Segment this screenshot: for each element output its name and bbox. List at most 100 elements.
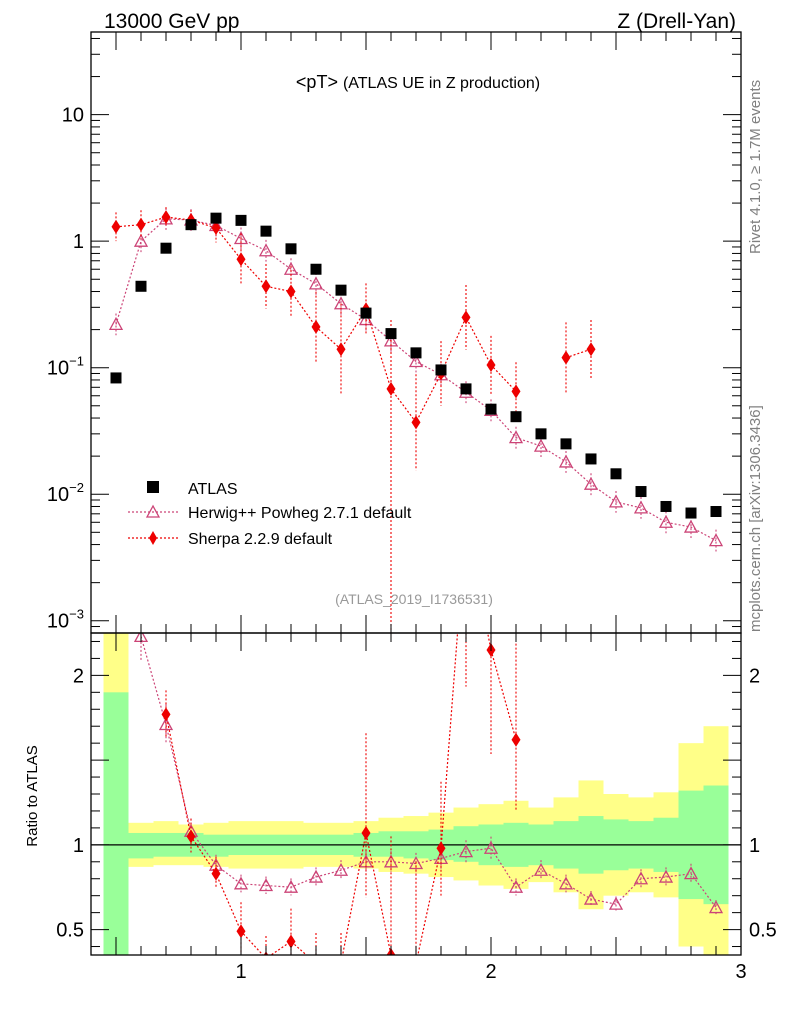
sherpa-point	[111, 219, 121, 234]
atlas-point	[510, 411, 522, 423]
ratio-herwig-line	[140, 636, 717, 908]
ratio-sherpa-point	[286, 934, 296, 949]
sherpa-point	[336, 342, 346, 357]
atlas-point	[635, 486, 647, 498]
sherpa-point	[161, 210, 171, 225]
herwig-point	[408, 354, 424, 368]
sherpa-point	[261, 279, 271, 294]
atlas-point	[135, 280, 147, 292]
ratio-panel-series	[133, 633, 724, 970]
legend-marker-sherpa	[149, 531, 157, 545]
band-stat-bin	[128, 832, 154, 859]
ratio-sherpa-point	[186, 829, 196, 844]
atlas-point	[185, 219, 197, 231]
atlas-point	[110, 372, 122, 384]
sherpa-point	[311, 319, 321, 334]
herwig-point	[508, 430, 524, 444]
ratio-sherpa-point	[361, 825, 371, 840]
ratio-herwig-point	[258, 878, 274, 892]
ratio-herwig-point	[508, 879, 524, 893]
ratio-y-tick-label-right: 2	[749, 665, 760, 687]
legend: ATLAS Herwig++ Powheg 2.7.1 default Sher…	[128, 481, 412, 548]
ratio-herwig-point	[308, 869, 324, 883]
sherpa-point	[286, 284, 296, 299]
legend-label-sherpa: Sherpa 2.2.9 default	[188, 531, 333, 548]
band-stat-bin	[203, 834, 229, 857]
herwig-line	[115, 218, 717, 542]
herwig-point	[708, 533, 724, 547]
ratio-y-tick-label: 2	[73, 665, 84, 687]
legend-label-atlas: ATLAS	[188, 481, 238, 498]
sherpa-point	[386, 381, 396, 396]
ratio-ylabel: Ratio to ATLAS	[24, 745, 41, 846]
ratio-sherpa-point	[211, 866, 221, 881]
main-y-tick-label: 10	[62, 105, 84, 127]
herwig-point	[608, 494, 624, 508]
main-panel-series	[108, 207, 724, 633]
herwig-point	[233, 231, 249, 245]
ratio-sherpa-point	[236, 924, 246, 939]
herwig-point	[533, 438, 549, 452]
ratio-y-tick-label: 0.5	[56, 920, 84, 942]
ratio-herwig-point	[708, 900, 724, 914]
sherpa-point	[586, 342, 596, 357]
legend-label-herwig: Herwig++ Powheg 2.7.1 default	[188, 505, 412, 522]
ratio-y-tick-label-right: 1	[749, 835, 760, 857]
band-stat-bin	[453, 826, 479, 862]
legend-marker-herwig	[145, 504, 161, 518]
atlas-point	[610, 468, 622, 480]
ratio-herwig-point	[158, 717, 174, 731]
sherpa-point	[136, 217, 146, 232]
atlas-point	[310, 263, 322, 275]
ratio-sherpa-point	[436, 841, 446, 856]
main-y-tick-label: 10−1	[47, 354, 84, 380]
ratio-herwig-point	[633, 871, 649, 885]
ratio-sherpa-point	[511, 732, 521, 747]
atlas-point	[285, 243, 297, 255]
main-y-tick-label: 1	[73, 231, 84, 253]
ratio-herwig-point	[533, 862, 549, 876]
ratio-herwig-point	[658, 869, 674, 883]
x-tick-label: 3	[735, 961, 746, 983]
ratio-herwig-point	[333, 862, 349, 876]
ratio-herwig-point	[383, 854, 399, 868]
process-label: Z (Drell-Yan)	[617, 10, 736, 33]
analysis-id-label: (ATLAS_2019_I1736531)	[335, 591, 493, 607]
axis-ticks: 10 1 10−1 10−2 10−3 2 2 1 1 0.5 0.5 1 2 3	[47, 32, 777, 983]
x-tick-label: 1	[235, 961, 246, 983]
atlas-point	[435, 364, 447, 376]
ratio-sherpa-line	[165, 633, 517, 955]
ratio-y-tick-label-right: 0.5	[749, 920, 777, 942]
ratio-herwig-point	[608, 896, 624, 910]
ratio-y-tick-label: 1	[73, 835, 84, 857]
ratio-sherpa-point	[161, 707, 171, 722]
legend-marker-atlas	[147, 481, 159, 493]
energy-label: 13000 GeV pp	[104, 10, 240, 33]
atlas-point	[685, 507, 697, 519]
herwig-point	[308, 276, 324, 290]
ratio-sherpa-point	[337, 956, 346, 970]
ratio-herwig-point	[408, 856, 424, 870]
herwig-point	[683, 519, 699, 533]
ratio-herwig-point	[483, 840, 499, 854]
atlas-point	[410, 347, 422, 359]
herwig-point	[133, 233, 149, 247]
herwig-point	[558, 454, 574, 468]
ratio-herwig-point	[583, 891, 599, 905]
atlas-point	[335, 284, 347, 296]
sherpa-point	[236, 252, 246, 267]
atlas-point	[485, 403, 497, 415]
herwig-point	[258, 243, 274, 257]
ratio-sherpa-point	[312, 956, 321, 970]
atlas-point	[535, 428, 547, 440]
ratio-herwig-point	[683, 866, 699, 880]
main-y-tick-label: 10−2	[47, 480, 84, 506]
atlas-point	[360, 307, 372, 319]
herwig-point	[633, 500, 649, 514]
atlas-point	[560, 438, 572, 450]
sherpa-point	[486, 358, 496, 373]
atlas-point	[710, 506, 722, 518]
sherpa-line	[565, 348, 592, 359]
atlas-point	[260, 225, 272, 237]
